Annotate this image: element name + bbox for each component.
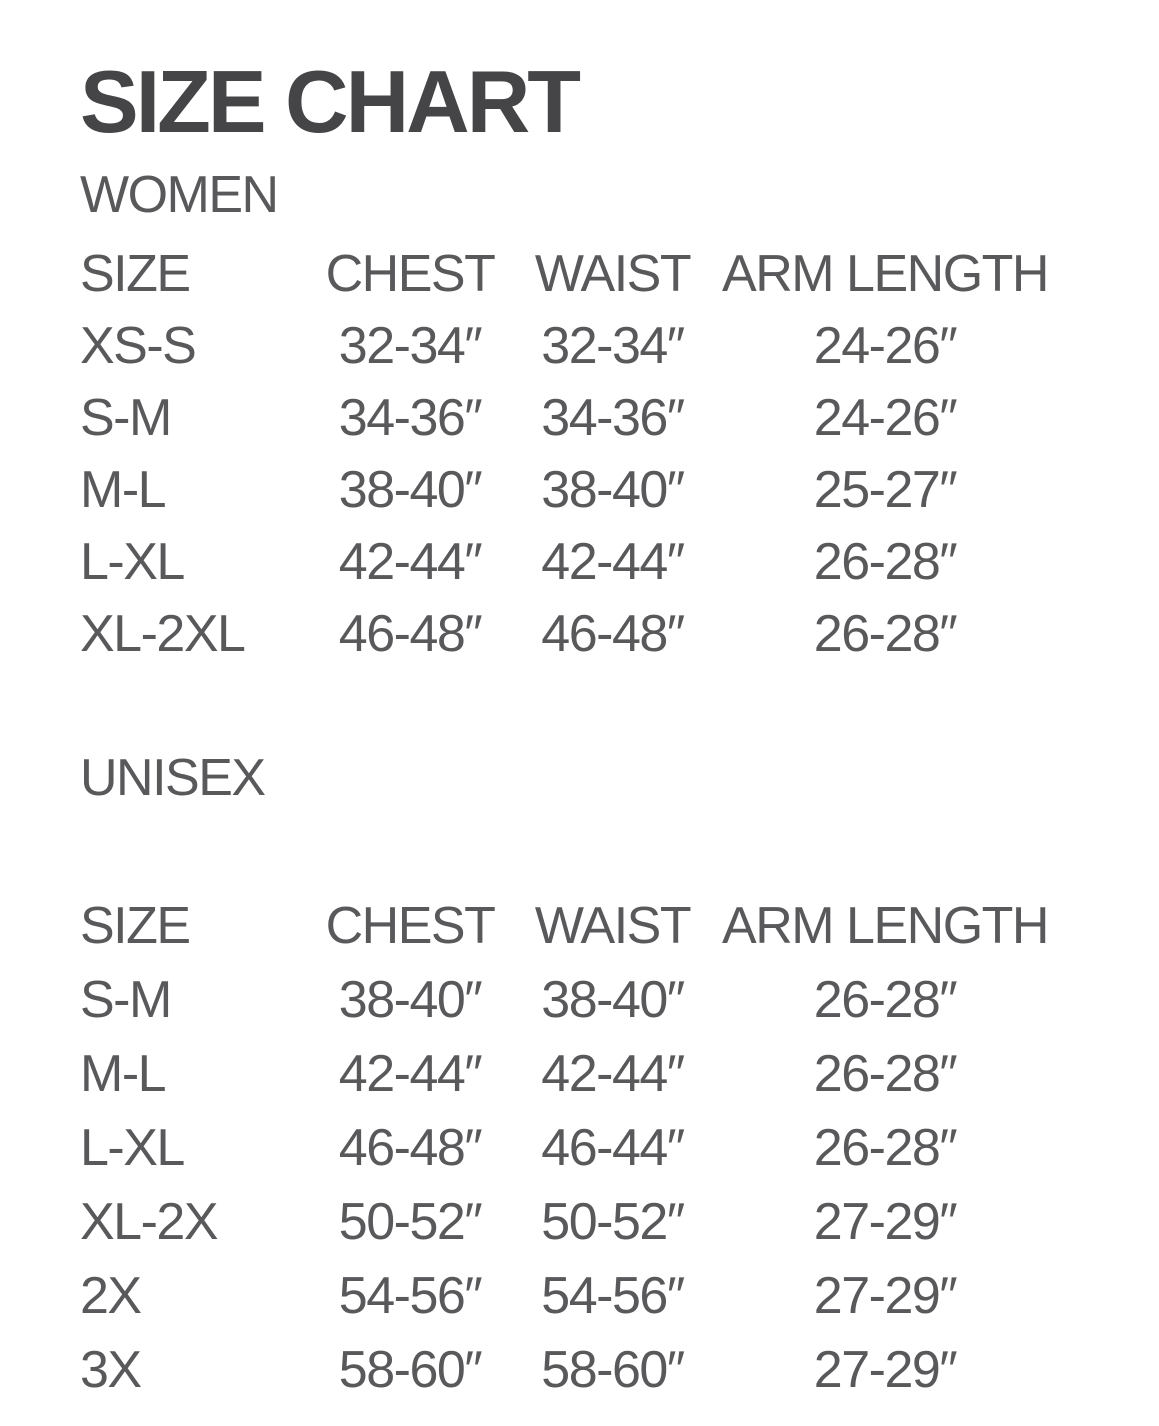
table-row: M-L 42-44″ 42-44″ 26-28″ [80, 1037, 1050, 1111]
measurement-cell: 46-48″ [338, 605, 483, 663]
measurement-cell: 46-44″ [541, 1119, 685, 1177]
size-cell: XL-2XL [80, 605, 246, 663]
table-row: 3X 58-60″ 58-60″ 27-29″ [80, 1333, 1050, 1407]
size-cell: L-XL [80, 1119, 185, 1177]
measurement-cell: 54-56″ [541, 1267, 685, 1325]
measurement-cell: 38-40″ [541, 461, 685, 519]
column-header-waist: WAIST [534, 897, 692, 955]
measurement-cell: 38-40″ [541, 971, 685, 1029]
measurement-cell: 38-40″ [338, 971, 483, 1029]
measurement-cell: 27-29″ [813, 1341, 958, 1399]
measurement-cell: 54-56″ [338, 1267, 483, 1325]
measurement-cell: 25-27″ [813, 461, 958, 519]
table-row: L-XL 46-48″ 46-44″ 26-28″ [80, 1111, 1050, 1185]
unisex-size-table: SIZE CHEST WAIST ARM LENGTH S-M 38-40″ 38-… [80, 889, 1050, 1407]
measurement-cell: 58-60″ [541, 1341, 685, 1399]
table-row: S-M 38-40″ 38-40″ 26-28″ [80, 963, 1050, 1037]
size-cell: M-L [80, 461, 167, 519]
measurement-cell: 50-52″ [338, 1193, 483, 1251]
measurement-cell: 38-40″ [338, 461, 483, 519]
measurement-cell: 42-44″ [541, 533, 685, 591]
size-cell: M-L [80, 1045, 167, 1103]
measurement-cell: 42-44″ [338, 533, 483, 591]
table-row: XS-S 32-34″ 32-34″ 24-26″ [80, 310, 1050, 382]
column-header-size: SIZE [80, 245, 191, 303]
unisex-table-body: S-M 38-40″ 38-40″ 26-28″ M-L 42-44″ 42-44″ 26-2… [80, 963, 1050, 1407]
section-label-unisex: UNISEX [80, 749, 266, 807]
measurement-cell: 26-28″ [813, 1119, 958, 1177]
measurement-cell: 34-36″ [541, 389, 685, 447]
table-row: XL-2XL 46-48″ 46-48″ 26-28″ [80, 598, 1050, 670]
measurement-cell: 26-28″ [813, 1045, 958, 1103]
measurement-cell: 27-29″ [813, 1193, 958, 1251]
women-header-row: SIZE CHEST WAIST ARM LENGTH [80, 238, 1050, 310]
table-row: 2X 54-56″ 54-56″ 27-29″ [80, 1259, 1050, 1333]
size-cell: XL-2X [80, 1193, 219, 1251]
measurement-cell: 42-44″ [541, 1045, 685, 1103]
measurement-cell: 50-52″ [541, 1193, 685, 1251]
measurement-cell: 46-48″ [338, 1119, 483, 1177]
measurement-cell: 24-26″ [813, 317, 958, 375]
section-label-women: WOMEN [80, 166, 279, 224]
measurement-cell: 26-28″ [813, 971, 958, 1029]
measurement-cell: 42-44″ [338, 1045, 483, 1103]
measurement-cell: 32-34″ [338, 317, 483, 375]
page-title: SIZE CHART [80, 52, 581, 151]
column-header-size: SIZE [80, 897, 191, 955]
measurement-cell: 34-36″ [338, 389, 483, 447]
measurement-cell: 58-60″ [338, 1341, 483, 1399]
column-header-arm-length: ARM LENGTH [722, 897, 1049, 955]
table-row: S-M 34-36″ 34-36″ 24-26″ [80, 382, 1050, 454]
measurement-cell: 27-29″ [813, 1267, 958, 1325]
size-cell: S-M [80, 389, 172, 447]
size-cell: XS-S [80, 317, 197, 375]
size-cell: S-M [80, 971, 172, 1029]
women-table-body: XS-S 32-34″ 32-34″ 24-26″ S-M 34-36″ 34-36″ 24-… [80, 310, 1050, 670]
column-header-arm-length: ARM LENGTH [722, 245, 1049, 303]
measurement-cell: 26-28″ [813, 533, 958, 591]
measurement-cell: 26-28″ [813, 605, 958, 663]
column-header-chest: CHEST [325, 245, 496, 303]
table-row: XL-2X 50-52″ 50-52″ 27-29″ [80, 1185, 1050, 1259]
women-size-table: SIZE CHEST WAIST ARM LENGTH XS-S 32-34″ 32… [80, 238, 1050, 670]
measurement-cell: 46-48″ [541, 605, 685, 663]
measurement-cell: 24-26″ [813, 389, 958, 447]
column-header-chest: CHEST [325, 897, 496, 955]
table-row: M-L 38-40″ 38-40″ 25-27″ [80, 454, 1050, 526]
measurement-cell: 32-34″ [541, 317, 685, 375]
unisex-header-row: SIZE CHEST WAIST ARM LENGTH [80, 889, 1050, 963]
table-row: L-XL 42-44″ 42-44″ 26-28″ [80, 526, 1050, 598]
size-cell: 2X [80, 1267, 142, 1325]
size-cell: L-XL [80, 533, 185, 591]
size-cell: 3X [80, 1341, 142, 1399]
column-header-waist: WAIST [534, 245, 692, 303]
